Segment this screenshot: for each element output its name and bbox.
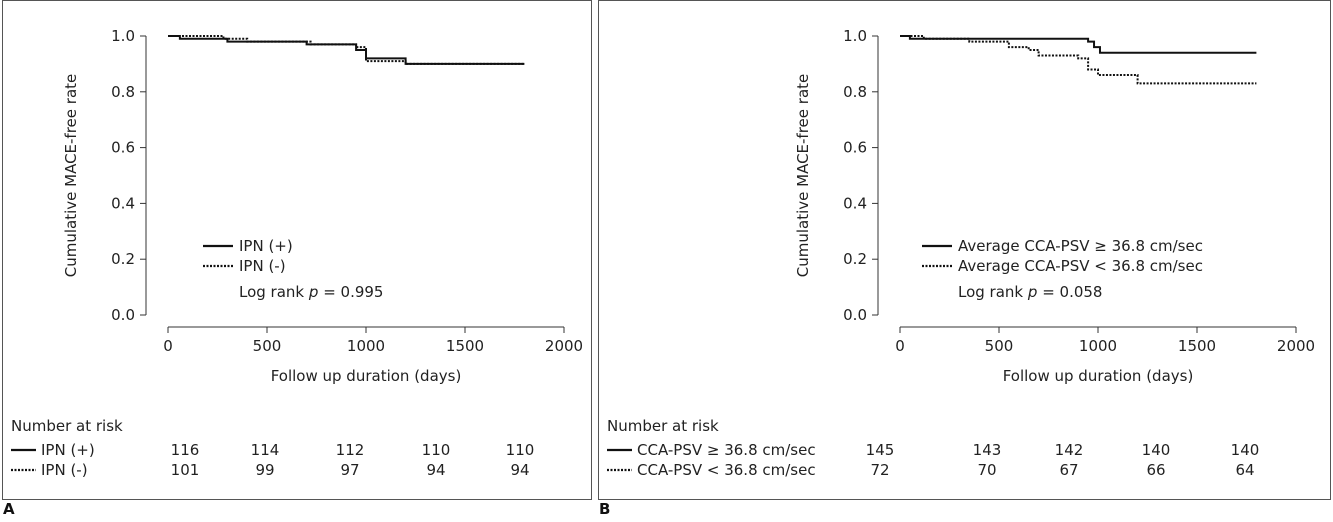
- p1-y-tick-label: 0.8: [843, 83, 867, 101]
- p1-y-tick-label: 0.4: [843, 194, 867, 212]
- p1-x-tick-label: 2000: [1277, 337, 1315, 355]
- p0-risk-row-1-value: 112: [336, 441, 365, 459]
- p0-x-tick-label: 0: [163, 337, 173, 355]
- panel-b: 0.0 0.2 0.4 0.6 0.8 1.0 0 500 1000 1500 2000 Follow…: [598, 0, 1331, 500]
- p1-x-tick-label: 500: [985, 337, 1014, 355]
- p0-y-tick-label: 1.0: [111, 27, 135, 45]
- panel-label-a: A: [3, 500, 15, 518]
- p1-risk-row-2-value: 66: [1146, 461, 1165, 479]
- panel-a: 0.0 0.2 0.4 0.6 0.8 1.0 0 500 1000 1500 2000 Follow…: [2, 0, 592, 500]
- p1-y-tick-label: 1.0: [843, 27, 867, 45]
- p0-risk-row-2-value: 97: [340, 461, 359, 479]
- p0-x-tick-label: 2000: [545, 337, 583, 355]
- p1-risk-row-2-value: 70: [977, 461, 996, 479]
- p1-x-axis-label: Follow up duration (days): [1003, 367, 1194, 385]
- p0-risk-row-label-2: IPN (-): [41, 461, 88, 479]
- p1-risk-row-1-value: 143: [973, 441, 1002, 459]
- p0-risk-row-2-value: 99: [255, 461, 274, 479]
- p0-y-tick-label: 0.2: [111, 250, 135, 268]
- p0-x-axis-label: Follow up duration (days): [271, 367, 462, 385]
- p1-legend-label-1: Average CCA-PSV ≥ 36.8 cm/sec: [958, 237, 1203, 255]
- p0-risk-row-1-value: 116: [171, 441, 200, 459]
- p0-y-tick-label: 0.6: [111, 139, 135, 157]
- p0-risk-row-1-value: 110: [422, 441, 451, 459]
- p1-series-2-line: [900, 35, 1257, 85]
- p0-risk-row-1-value: 110: [506, 441, 535, 459]
- p1-risk-row-1-value: 140: [1231, 441, 1260, 459]
- p1-series-1-line: [900, 35, 1257, 54]
- p0-risk-row-2-value: 101: [171, 461, 200, 479]
- km-chart-b: 0.0 0.2 0.4 0.6 0.8 1.0 0 500 1000 1500 2000 Follow…: [607, 27, 1315, 479]
- p1-y-axis-label: Cumulative MACE-free rate: [794, 74, 812, 278]
- p1-risk-row-1-value: 145: [866, 441, 895, 459]
- p0-legend-label-2: IPN (-): [239, 257, 286, 275]
- p0-risk-table-title: Number at risk: [11, 417, 123, 435]
- p0-y-tick-label: 0.0: [111, 306, 135, 324]
- p0-y-tick-label: 0.8: [111, 83, 135, 101]
- p1-y-tick-label: 0.2: [843, 250, 867, 268]
- p1-x-tick-label: 1500: [1178, 337, 1216, 355]
- p0-x-tick-label: 1500: [446, 337, 484, 355]
- p1-risk-row-2-value: 67: [1059, 461, 1078, 479]
- p1-y-tick-label: 0.6: [843, 139, 867, 157]
- p1-risk-table-title: Number at risk: [607, 417, 719, 435]
- p1-x-tick-label: 1000: [1079, 337, 1117, 355]
- p0-legend-label-1: IPN (+): [239, 237, 293, 255]
- p0-y-tick-label: 0.4: [111, 194, 135, 212]
- p1-y-tick-label: 0.0: [843, 306, 867, 324]
- p0-risk-row-2-value: 94: [510, 461, 529, 479]
- p1-legend-label-2: Average CCA-PSV < 36.8 cm/sec: [958, 257, 1203, 275]
- p1-risk-row-1-value: 140: [1142, 441, 1171, 459]
- p0-x-tick-label: 1000: [347, 337, 385, 355]
- p1-risk-row-1-value: 142: [1055, 441, 1084, 459]
- panel-label-b: B: [599, 500, 611, 518]
- p1-x-tick-label: 0: [895, 337, 905, 355]
- km-chart-a: 0.0 0.2 0.4 0.6 0.8 1.0 0 500 1000 1500 2000 Follow…: [11, 27, 583, 479]
- p1-risk-row-2-value: 72: [870, 461, 889, 479]
- p0-series-2-line: [168, 35, 525, 65]
- p0-risk-row-label-1: IPN (+): [41, 441, 95, 459]
- p1-log-rank-annotation: Log rank p = 0.058: [958, 283, 1102, 301]
- p0-x-tick-label: 500: [253, 337, 282, 355]
- p0-risk-row-1-value: 114: [251, 441, 280, 459]
- p1-risk-row-label-2: CCA-PSV < 36.8 cm/sec: [637, 461, 816, 479]
- p1-risk-row-label-1: CCA-PSV ≥ 36.8 cm/sec: [637, 441, 816, 459]
- p0-risk-row-2-value: 94: [426, 461, 445, 479]
- p0-series-1-line: [168, 35, 525, 65]
- p1-risk-row-2-value: 64: [1235, 461, 1254, 479]
- p0-y-axis-label: Cumulative MACE-free rate: [62, 74, 80, 278]
- p0-log-rank-annotation: Log rank p = 0.995: [239, 283, 383, 301]
